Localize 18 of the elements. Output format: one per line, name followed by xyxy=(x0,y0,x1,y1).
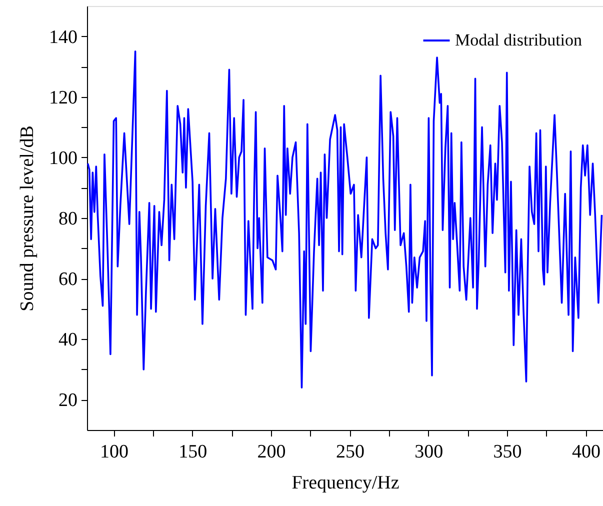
x-tick-label: 250 xyxy=(336,442,364,462)
x-tick-label: 150 xyxy=(178,442,208,462)
line-series xyxy=(87,50,603,388)
y-tick-label: 80 xyxy=(58,208,78,230)
y-tick-label: 60 xyxy=(58,269,78,290)
y-tick-label: 100 xyxy=(49,148,78,169)
y-tick-label: 120 xyxy=(49,87,78,108)
y-tick-label: 140 xyxy=(49,26,78,48)
x-axis-title: Frequency/Hz xyxy=(292,472,400,494)
x-tick-label: 350 xyxy=(493,442,522,462)
x-tick-label: 200 xyxy=(257,442,286,462)
x-tick-label: 300 xyxy=(414,442,444,462)
y-tick-label: 20 xyxy=(58,390,78,412)
x-tick-label: 100 xyxy=(100,442,128,462)
y-tick-label: 40 xyxy=(58,330,78,351)
y-axis-title: Sound pressure level/dB xyxy=(17,126,38,312)
x-tick-label: 400 xyxy=(572,442,600,462)
legend-label: Modal distribution xyxy=(455,30,583,50)
